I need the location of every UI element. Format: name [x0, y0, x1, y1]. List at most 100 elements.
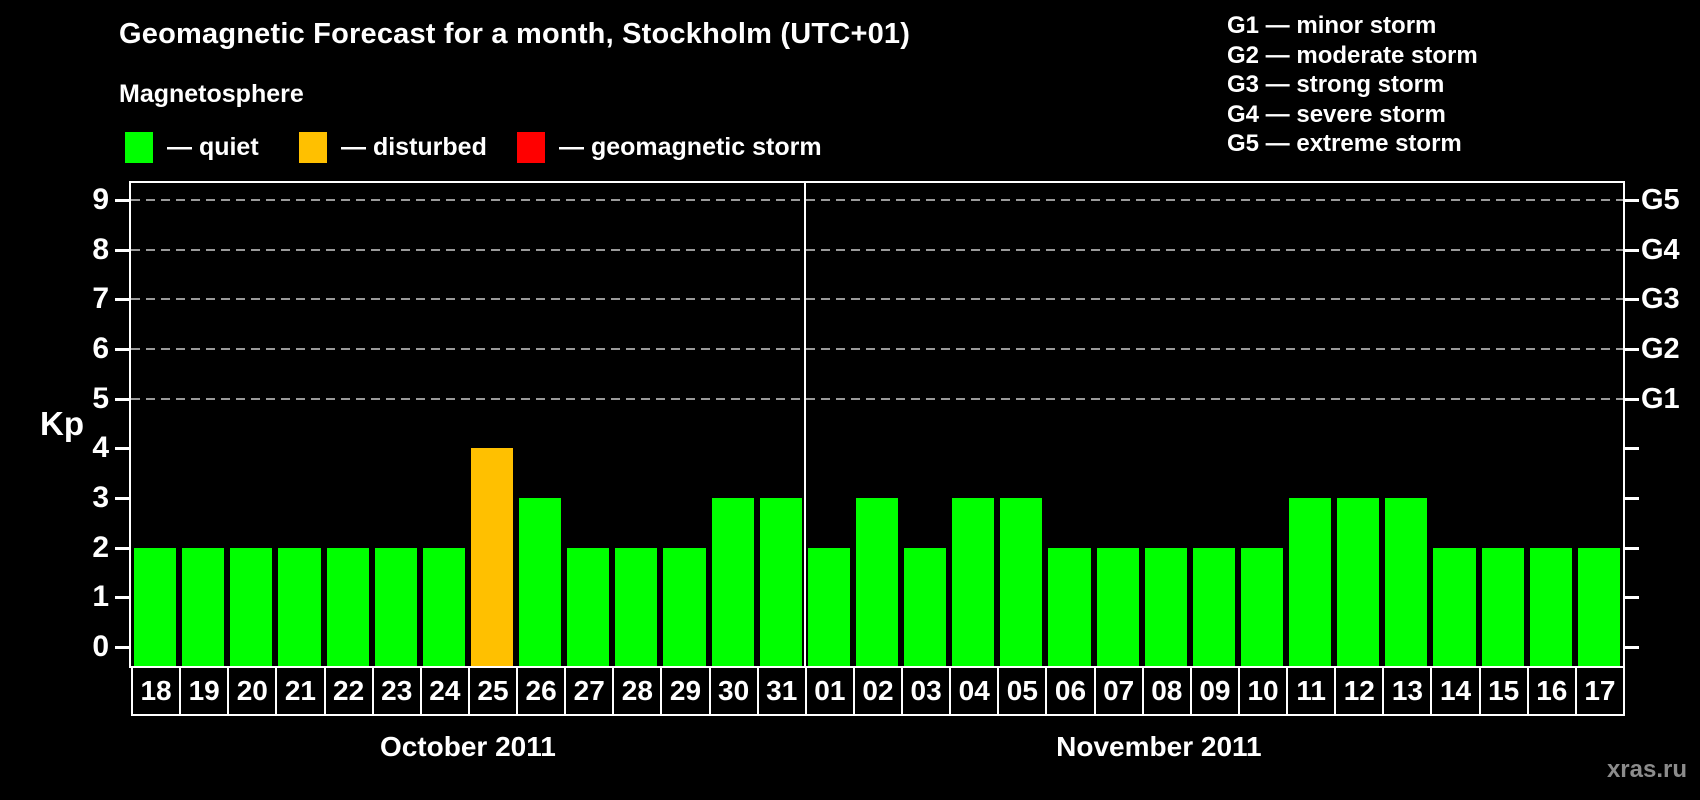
kp-bar-22: [326, 547, 369, 666]
y-tick-label-8: 8: [92, 232, 109, 266]
gridline-kp9: [131, 199, 1623, 201]
kp-bar-26: [519, 498, 562, 666]
kp-bar-07: [1096, 547, 1139, 666]
kp-bar-27: [567, 547, 610, 666]
day-label-06: 06: [1045, 666, 1096, 716]
y-tick-right-6: [1625, 348, 1639, 351]
kp-bar-12: [1337, 498, 1380, 666]
watermark: xras.ru: [1606, 756, 1687, 783]
kp-bar-15: [1481, 547, 1524, 666]
kp-bar-13: [1385, 498, 1428, 666]
gridline-kp6: [131, 348, 1623, 350]
day-label-22: 22: [323, 666, 374, 716]
y-tick-left-5: [115, 397, 129, 401]
y-tick-left-8: [115, 248, 129, 252]
g-scale-label-G4: G4: [1641, 233, 1680, 266]
legend-item-label: — geomagnetic storm: [559, 132, 822, 161]
storm-scale-legend: G1 — minor storm G2 — moderate storm G3 …: [1227, 11, 1478, 159]
g-scale-label-G2: G2: [1641, 333, 1680, 365]
kp-bar-17: [1577, 547, 1620, 666]
y-tick-right-3: [1625, 497, 1639, 500]
storm-scale-g2: G2 — moderate storm: [1227, 41, 1478, 69]
legend-item-storm: — geomagnetic storm: [517, 131, 822, 163]
day-label-25: 25: [467, 666, 519, 716]
kp-bar-28: [615, 547, 658, 666]
day-label-15: 15: [1478, 666, 1529, 716]
day-label-13: 13: [1382, 666, 1433, 716]
storm-scale-g3: G3 — strong storm: [1227, 71, 1445, 99]
disturbed-color-swatch: [299, 131, 327, 163]
day-label-29: 29: [660, 666, 711, 716]
y-tick-left-1: [115, 596, 129, 600]
month-label-1: November 2011: [1056, 731, 1262, 762]
y-tick-right-1: [1625, 596, 1639, 600]
kp-bar-30: [711, 498, 754, 666]
y-tick-right-5: [1625, 397, 1639, 401]
quiet-color-swatch: [125, 131, 153, 163]
gridline-kp7: [131, 298, 1623, 301]
kp-bar-24: [422, 547, 465, 666]
day-label-07: 07: [1093, 666, 1144, 716]
storm-color-swatch: [517, 131, 545, 163]
y-tick-left-0: [115, 646, 129, 649]
g-scale-label-G1: G1: [1641, 382, 1680, 415]
gridline-kp8: [131, 248, 1623, 251]
kp-bar-21: [278, 547, 321, 666]
day-label-01: 01: [804, 666, 855, 716]
kp-bar-29: [663, 547, 706, 666]
day-label-11: 11: [1286, 666, 1337, 716]
day-label-16: 16: [1526, 666, 1577, 716]
y-tick-right-0: [1625, 646, 1639, 649]
day-label-10: 10: [1237, 666, 1289, 716]
y-tick-label-6: 6: [92, 332, 109, 365]
legend-item-label: — disturbed: [341, 132, 487, 161]
day-label-12: 12: [1334, 666, 1385, 716]
kp-bar-31: [759, 498, 802, 666]
y-tick-label-4: 4: [92, 431, 109, 465]
day-label-05: 05: [997, 666, 1048, 716]
day-label-08: 08: [1141, 666, 1192, 716]
y-axis-label: Kp: [40, 405, 84, 442]
day-axis-row: 18 19 20 21 22 23 24 25 26 27 28 29 30 31 01 02 03 04 05 06…: [131, 666, 1625, 716]
y-tick-left-4: [115, 447, 129, 451]
y-tick-right-2: [1625, 546, 1639, 550]
chart-title: Geomagnetic Forecast for a month, Stockh…: [119, 18, 911, 50]
y-tick-right-4: [1625, 447, 1639, 451]
kp-bar-25: [470, 448, 514, 666]
day-label-04: 04: [949, 666, 1000, 716]
kp-bar-11: [1289, 498, 1332, 666]
y-tick-left-6: [115, 348, 129, 351]
y-tick-label-9: 9: [92, 183, 109, 216]
kp-bar-05: [1000, 498, 1043, 666]
day-label-26: 26: [516, 666, 567, 716]
storm-scale-g5: G5 — extreme storm: [1227, 130, 1462, 158]
legend-item-quiet: — quiet: [125, 131, 259, 163]
y-tick-right-9: [1625, 199, 1639, 202]
magnetosphere-legend-title: Magnetosphere: [119, 80, 304, 108]
kp-bar-06: [1048, 547, 1091, 666]
kp-bar-14: [1433, 547, 1476, 666]
kp-bar-16: [1529, 547, 1572, 666]
day-label-14: 14: [1430, 666, 1481, 716]
day-label-17: 17: [1574, 666, 1625, 716]
day-label-02: 02: [852, 666, 904, 716]
y-tick-left-7: [115, 298, 129, 302]
y-tick-right-8: [1625, 248, 1639, 252]
gridline-kp5: [131, 397, 1623, 400]
plot-area: 0 1 2 3 4 5 6 7 8 9 G1 G2 G3 G4 G5: [92, 181, 1680, 668]
kp-bar-01: [807, 547, 850, 666]
kp-bar-02: [855, 498, 899, 666]
day-label-24: 24: [419, 666, 470, 716]
y-tick-label-1: 1: [92, 580, 109, 614]
y-tick-left-9: [115, 199, 129, 202]
storm-scale-g4: G4 — severe storm: [1227, 100, 1446, 128]
day-label-21: 21: [275, 666, 326, 716]
g-scale-label-G5: G5: [1641, 184, 1680, 216]
kp-bar-04: [952, 498, 995, 666]
day-label-23: 23: [371, 666, 422, 716]
day-label-09: 09: [1189, 666, 1240, 716]
y-tick-label-2: 2: [92, 530, 109, 564]
y-tick-right-7: [1625, 298, 1639, 302]
storm-scale-g1: G1 — minor storm: [1227, 12, 1437, 39]
